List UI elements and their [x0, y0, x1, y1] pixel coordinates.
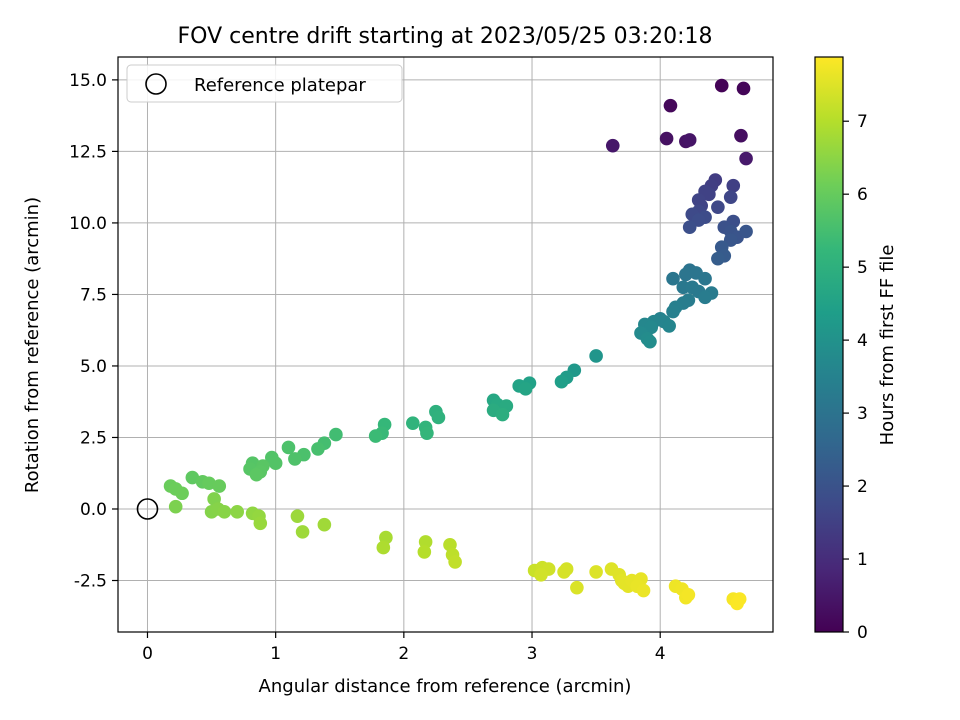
data-point: [605, 138, 620, 153]
data-point: [518, 382, 533, 396]
data-point: [643, 334, 657, 349]
y-tick-label: -2.5: [74, 572, 107, 592]
colorbar-tick-label: 4: [857, 331, 868, 351]
data-point: [417, 545, 432, 559]
data-point: [230, 505, 245, 519]
data-point: [288, 452, 302, 466]
data-point: [734, 128, 748, 143]
y-tick-label: 15.0: [69, 71, 107, 91]
data-point: [534, 567, 548, 582]
legend-entry-label: Reference platepar: [194, 75, 366, 96]
data-point: [202, 476, 216, 491]
data-point: [431, 410, 446, 425]
data-point: [448, 555, 462, 569]
colorbar-ticks: 0 1 2 3 4 5 6 7: [843, 112, 868, 643]
data-point: [168, 499, 183, 514]
data-point: [554, 374, 569, 389]
data-point: [376, 540, 391, 555]
legend-marker-hollow-circle: [145, 73, 167, 95]
data-point: [418, 535, 433, 549]
data-point: [659, 131, 674, 146]
colorbar-tick-label: 2: [857, 477, 868, 497]
plot-area: [117, 56, 774, 633]
plot-frame: [117, 56, 774, 633]
data-point: [185, 470, 200, 485]
data-point: [281, 440, 296, 455]
data-point: [736, 81, 751, 96]
y-tick-label: 7.5: [80, 285, 107, 305]
x-tick-label: 1: [270, 644, 281, 664]
data-point: [739, 224, 753, 239]
data-point: [723, 190, 738, 204]
data-point: [557, 565, 571, 579]
data-point: [702, 187, 716, 202]
data-point: [682, 133, 697, 147]
data-point: [663, 98, 678, 113]
data-point: [368, 429, 383, 443]
data-point: [570, 580, 584, 595]
colorbar-tick-label: 7: [857, 112, 868, 132]
data-point: [730, 596, 744, 611]
data-point: [714, 78, 729, 93]
data-point: [681, 588, 696, 602]
data-point: [636, 583, 651, 598]
data-point: [295, 525, 310, 539]
y-axis-label: Rotation from reference (arcmin): [22, 197, 43, 493]
data-points: [163, 78, 753, 611]
data-point: [711, 251, 725, 266]
data-point: [420, 426, 434, 440]
y-tick-label: 0.0: [80, 500, 107, 520]
y-tick-label: 2.5: [80, 428, 107, 448]
y-axis: -2.5 0.0 2.5 5.0 7.5 10.0 12.5 15.0: [69, 71, 118, 592]
x-tick-label: 0: [142, 644, 153, 664]
plot-background: [118, 57, 773, 632]
colorbar-label: Hours from first FF file: [877, 245, 898, 446]
data-point: [698, 271, 712, 286]
data-point: [311, 442, 325, 456]
data-point: [644, 320, 659, 335]
data-point: [329, 427, 343, 442]
data-point: [217, 505, 232, 519]
data-point: [682, 220, 697, 235]
colorbar-gradient: [814, 56, 844, 633]
data-point: [662, 319, 676, 333]
data-point: [739, 151, 753, 166]
data-point: [317, 517, 332, 532]
data-point: [726, 178, 741, 193]
data-point: [711, 200, 725, 214]
x-axis: 0 1 2 3 4: [142, 632, 666, 664]
y-tick-label: 10.0: [69, 214, 107, 234]
y-tick-label: 12.5: [69, 142, 107, 162]
reference-platepar-marker: [136, 498, 159, 520]
data-point: [268, 456, 283, 471]
colorbar-tick-label: 6: [857, 185, 868, 205]
data-point: [666, 271, 680, 286]
colorbar-tick-label: 0: [857, 623, 868, 643]
chart-title: FOV centre drift starting at 2023/05/25 …: [178, 24, 713, 49]
data-point: [175, 486, 189, 501]
data-point: [249, 467, 264, 482]
legend-box: [126, 64, 403, 103]
legend: Reference platepar: [126, 64, 403, 103]
colorbar-tick-label: 3: [857, 404, 868, 424]
y-tick-label: 5.0: [80, 357, 107, 377]
x-tick-label: 2: [398, 644, 409, 664]
data-point: [290, 509, 305, 523]
x-axis-label: Angular distance from reference (arcmin): [259, 676, 632, 697]
data-point: [679, 267, 693, 282]
data-point: [589, 565, 603, 579]
data-point: [698, 290, 712, 305]
colorbar: 0 1 2 3 4 5 6 7 Hours from first FF file: [814, 56, 898, 643]
data-point: [212, 479, 227, 493]
data-point: [666, 304, 680, 319]
data-point: [253, 516, 268, 531]
colorbar-tick-label: 5: [857, 258, 868, 278]
x-tick-label: 3: [527, 644, 538, 664]
data-point: [406, 416, 420, 430]
data-point: [589, 349, 603, 363]
x-tick-label: 4: [655, 644, 666, 664]
colorbar-tick-label: 1: [857, 550, 868, 570]
data-point: [495, 407, 510, 422]
